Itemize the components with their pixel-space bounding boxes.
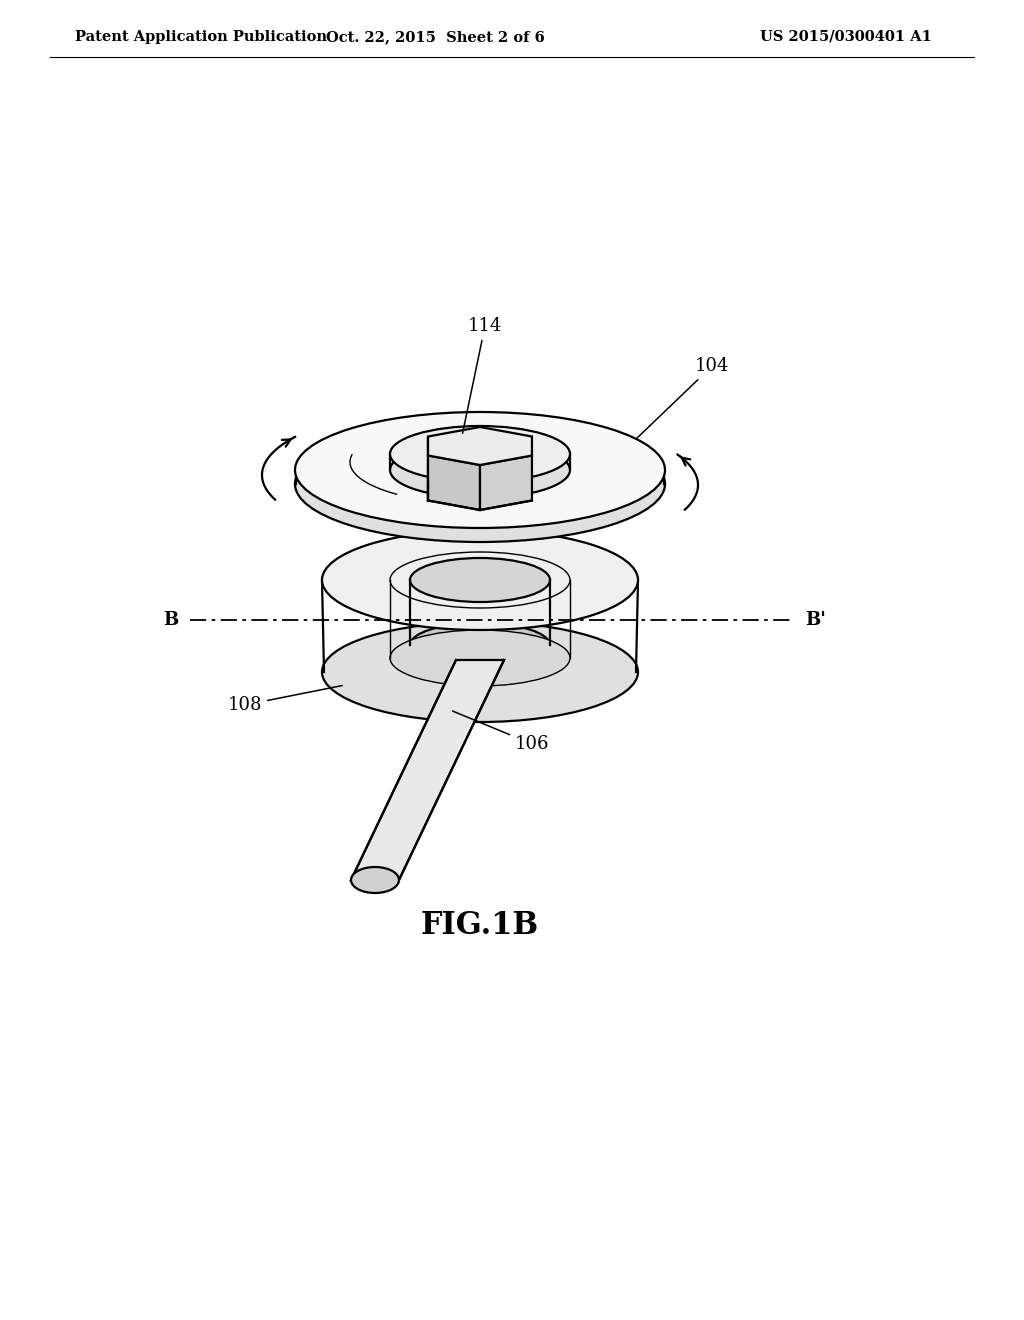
Ellipse shape: [322, 622, 638, 722]
Polygon shape: [351, 660, 504, 880]
Text: 104: 104: [637, 356, 729, 438]
Text: US 2015/0300401 A1: US 2015/0300401 A1: [760, 30, 932, 44]
Text: 106: 106: [453, 711, 550, 752]
Polygon shape: [428, 426, 531, 465]
Text: Oct. 22, 2015  Sheet 2 of 6: Oct. 22, 2015 Sheet 2 of 6: [326, 30, 545, 44]
Text: B: B: [163, 611, 178, 630]
Ellipse shape: [295, 426, 665, 543]
Text: 114: 114: [463, 317, 502, 433]
Text: Patent Application Publication: Patent Application Publication: [75, 30, 327, 44]
Text: 108: 108: [227, 685, 342, 714]
Ellipse shape: [410, 558, 550, 602]
Text: B': B': [805, 611, 826, 630]
Ellipse shape: [295, 412, 665, 528]
Ellipse shape: [351, 867, 399, 894]
Polygon shape: [428, 455, 480, 510]
Ellipse shape: [440, 441, 520, 467]
Ellipse shape: [410, 623, 550, 667]
Ellipse shape: [390, 442, 570, 498]
Ellipse shape: [322, 531, 638, 630]
Polygon shape: [480, 455, 531, 510]
Ellipse shape: [390, 426, 570, 482]
Ellipse shape: [390, 630, 570, 686]
Text: FIG.1B: FIG.1B: [421, 909, 539, 940]
